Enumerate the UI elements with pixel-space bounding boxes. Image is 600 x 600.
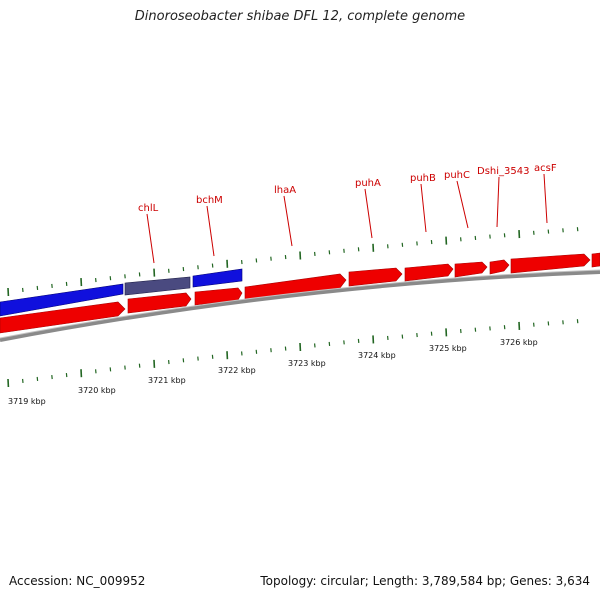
tick-label: 3719 kbp bbox=[8, 397, 46, 406]
gene-label-puhB[interactable]: puhB bbox=[410, 173, 436, 184]
genome-backbone bbox=[0, 270, 600, 342]
genome-summary-text: Topology: circular; Length: 3,789,584 bp… bbox=[260, 574, 590, 588]
forward-gene-feature-puhA[interactable] bbox=[348, 267, 403, 287]
reverse-gene-feature-bchM[interactable] bbox=[192, 268, 243, 288]
tick-label: 3723 kbp bbox=[288, 359, 326, 368]
forward-gene-feature[interactable] bbox=[127, 292, 192, 314]
label-leader-line bbox=[543, 173, 548, 224]
gene-label-lhaA[interactable]: lhaA bbox=[274, 185, 296, 196]
label-leader-line bbox=[456, 180, 469, 229]
tick-label: 3725 kbp bbox=[429, 344, 467, 353]
forward-gene-feature-Dshi_3543[interactable] bbox=[489, 259, 510, 275]
gene-label-puhC[interactable]: puhC bbox=[444, 170, 470, 181]
accession-text: Accession: NC_009952 bbox=[9, 574, 146, 588]
forward-gene-feature-acsF[interactable] bbox=[510, 253, 591, 274]
reverse-strand-track bbox=[0, 268, 243, 317]
map-title: Dinoroseobacter shibae DFL 12, complete … bbox=[134, 9, 466, 24]
gene-label-Dshi_3543[interactable]: Dshi_3543 bbox=[477, 166, 529, 177]
tick-label: 3721 kbp bbox=[148, 376, 186, 385]
forward-strand-track bbox=[0, 252, 600, 334]
inner-tick-marks bbox=[7, 319, 579, 388]
label-leader-line bbox=[283, 195, 293, 247]
gene-label-acsF[interactable]: acsF bbox=[534, 163, 557, 174]
tick-label: 3720 kbp bbox=[78, 386, 116, 395]
gene-label-puhA[interactable]: puhA bbox=[355, 178, 381, 189]
forward-gene-feature-puhC[interactable] bbox=[454, 261, 488, 278]
forward-gene-feature-puhB[interactable] bbox=[404, 263, 454, 282]
reverse-gene-feature[interactable] bbox=[0, 283, 124, 317]
tick-labels: 3719 kbp 3720 kbp 3721 kbp 3722 kbp 3723… bbox=[8, 338, 538, 406]
label-leader-line bbox=[496, 176, 500, 228]
gene-label-bchM[interactable]: bchM bbox=[196, 195, 223, 206]
gene-label-chlL[interactable]: chlL bbox=[138, 203, 159, 214]
gene-label-leaders bbox=[146, 173, 548, 264]
label-leader-line bbox=[420, 183, 427, 233]
tick-label: 3726 kbp bbox=[500, 338, 538, 347]
reverse-gene-feature-chlL[interactable] bbox=[124, 276, 191, 296]
forward-gene-feature[interactable] bbox=[591, 252, 600, 268]
tick-label: 3724 kbp bbox=[358, 351, 396, 360]
label-leader-line bbox=[206, 205, 215, 257]
label-leader-line bbox=[364, 188, 373, 239]
forward-gene-feature-lhaA[interactable] bbox=[244, 273, 347, 300]
outer-tick-marks bbox=[7, 227, 579, 297]
tick-label: 3722 kbp bbox=[218, 366, 256, 375]
gene-labels: chlL bchM lhaA puhA puhB puhC Dshi_3543 … bbox=[138, 163, 557, 214]
label-leader-line bbox=[146, 213, 155, 264]
forward-gene-feature[interactable] bbox=[0, 301, 126, 334]
